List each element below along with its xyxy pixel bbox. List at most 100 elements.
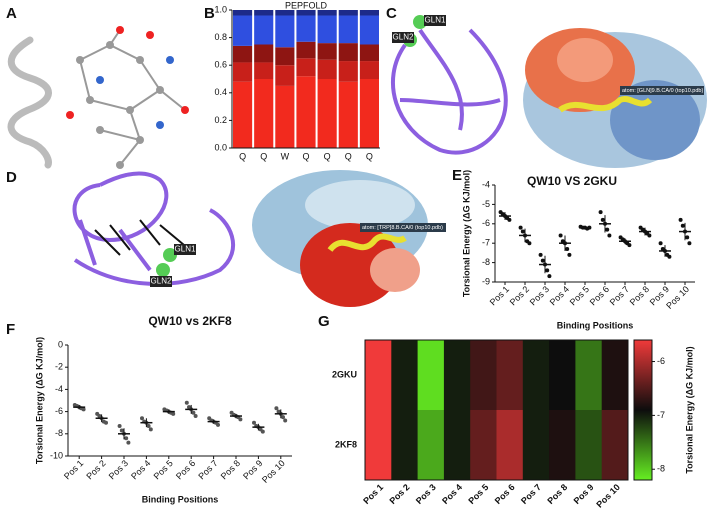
panel-label: B [204,5,215,22]
x-tick-label: W [281,151,290,161]
bar-segment [317,79,337,148]
data-point [658,241,663,246]
bar-segment [233,10,253,16]
heatmap-cell [365,410,392,481]
residue-label: GLN1 [175,245,196,254]
bar-segment [359,79,379,148]
heatmap-cell [443,410,471,481]
x-tick-label: Pos 10 [664,284,691,311]
column-label: Pos 9 [572,482,596,506]
data-point [171,411,176,416]
bar-segment [275,85,295,148]
column-label: Pos 8 [545,482,569,506]
y-tick-label: -5 [482,199,490,209]
bar-segment [275,65,295,86]
data-point [117,424,122,429]
bar-segment [254,10,274,16]
column-label: Pos 5 [466,482,490,506]
molecule-a [7,26,189,169]
data-point [545,268,550,273]
data-point [627,243,632,248]
data-point [598,210,603,215]
bar-segment [338,43,358,62]
data-point [607,233,612,238]
x-tick-label: Pos 5 [568,284,591,307]
y-tick-label: 0 [58,339,63,349]
data-point [547,274,552,279]
colorbar-tick-label: -7 [657,410,665,420]
column-label: Pos 4 [440,482,464,506]
heatmap-cell [522,340,550,411]
bar-segment [317,59,337,79]
structure-c: GLN1 GLN2 atom: [GLN]9.B.CA/0 (top10.pdb… [390,15,707,188]
panel-label: E [452,167,462,184]
colorbar-tick-label: -8 [657,464,665,474]
y-tick-label: -6 [55,406,63,416]
residue-label: GLN1 [425,16,446,25]
heatmap-cell [522,410,550,481]
y-tick-label: -6 [482,218,490,228]
data-point [148,427,153,432]
data-point [538,252,543,257]
bar-segment [233,81,253,148]
data-point [527,241,532,246]
bar-segment [317,43,337,60]
data-point [281,415,285,420]
y-tick-label: 0.2 [214,115,227,125]
x-tick-label: Pos 4 [548,284,571,307]
bar-segment [233,45,253,63]
x-tick-label: Pos 7 [196,458,219,481]
data-point [567,252,572,257]
bar-segment [254,62,274,79]
residue-label: GLN2 [151,277,172,286]
data-point [191,410,196,415]
bar-segment [296,15,316,42]
data-point [647,233,652,238]
bar-segment [275,10,295,16]
atom-label: atom: [GLN]9.B.CA/0 (top10.pdb) [622,88,703,94]
bar-segment [338,15,358,44]
bar-segment [254,44,274,63]
bar-segment [254,79,274,148]
bar-segment [296,10,316,16]
bar-segment [359,61,379,79]
data-point [685,235,690,240]
row-label: 2GKU [332,369,357,379]
bar-segment [296,58,316,77]
chart-title: PEPFOLD [285,0,328,10]
data-point [520,229,525,234]
x-tick-label: Pos 8 [219,458,242,481]
bar-segment [359,10,379,16]
x-tick-label: Q [366,151,373,161]
panel-label: G [318,313,330,330]
bar-segment [275,47,295,66]
data-point [216,422,220,427]
caption: QW10 VS 2GKU [527,174,617,188]
bar-segment [275,15,295,48]
heatmap-cell [496,410,524,481]
row-label: 2KF8 [335,439,357,449]
heatmap-cell [443,340,471,411]
y-tick-label: -2 [55,362,63,372]
heatmap-cell [496,340,524,411]
bar-segment [359,44,379,62]
bar-segment [317,15,337,44]
data-point [119,428,124,433]
heatmap-cell [549,340,576,411]
y-tick-label: 0.6 [214,60,227,70]
bar-segment [317,10,337,16]
data-point [667,254,672,259]
heatmap-cell [417,410,445,481]
data-point [605,227,610,232]
data-point [140,416,144,421]
x-tick-label: Pos 8 [628,284,651,307]
x-tick-label: Pos 3 [528,284,551,307]
y-axis-label: Torsional Energy (ΔG KJ/mol) [34,337,44,464]
x-tick-label: Pos 6 [174,458,197,481]
y-tick-label: 1.0 [214,4,227,14]
panel-label: D [6,169,17,186]
x-tick-label: Pos 6 [588,284,611,307]
heatmap-cell [470,410,497,481]
heatmap-cell [470,340,497,411]
